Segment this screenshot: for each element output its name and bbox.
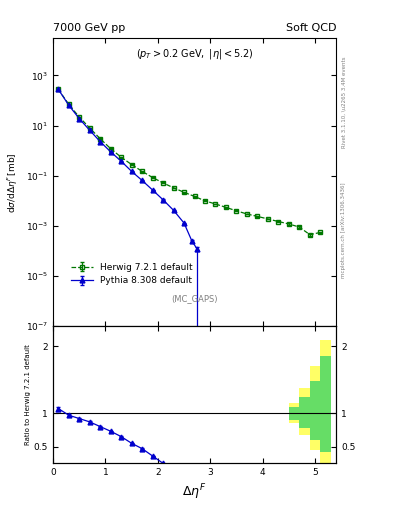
X-axis label: $\Delta\eta^F$: $\Delta\eta^F$ [182, 483, 207, 502]
Text: $(p_T > 0.2\ \mathrm{GeV},\ |\eta| < 5.2)$: $(p_T > 0.2\ \mathrm{GeV},\ |\eta| < 5.2… [136, 47, 253, 61]
Text: Soft QCD: Soft QCD [286, 23, 336, 33]
Text: 7000 GeV pp: 7000 GeV pp [53, 23, 125, 33]
Text: (MC_GAPS): (MC_GAPS) [171, 294, 218, 303]
Legend: Herwig 7.2.1 default, Pythia 8.308 default: Herwig 7.2.1 default, Pythia 8.308 defau… [69, 261, 195, 287]
Y-axis label: $\mathrm{d}\sigma/\mathrm{d}\Delta\eta^F\,[\mathrm{mb}]$: $\mathrm{d}\sigma/\mathrm{d}\Delta\eta^F… [6, 152, 20, 212]
Y-axis label: Ratio to Herwig 7.2.1 default: Ratio to Herwig 7.2.1 default [25, 345, 31, 445]
Text: Rivet 3.1.10, \u2265 3.4M events: Rivet 3.1.10, \u2265 3.4M events [341, 57, 346, 148]
Text: mcplots.cern.ch [arXiv:1306.3436]: mcplots.cern.ch [arXiv:1306.3436] [341, 183, 346, 278]
